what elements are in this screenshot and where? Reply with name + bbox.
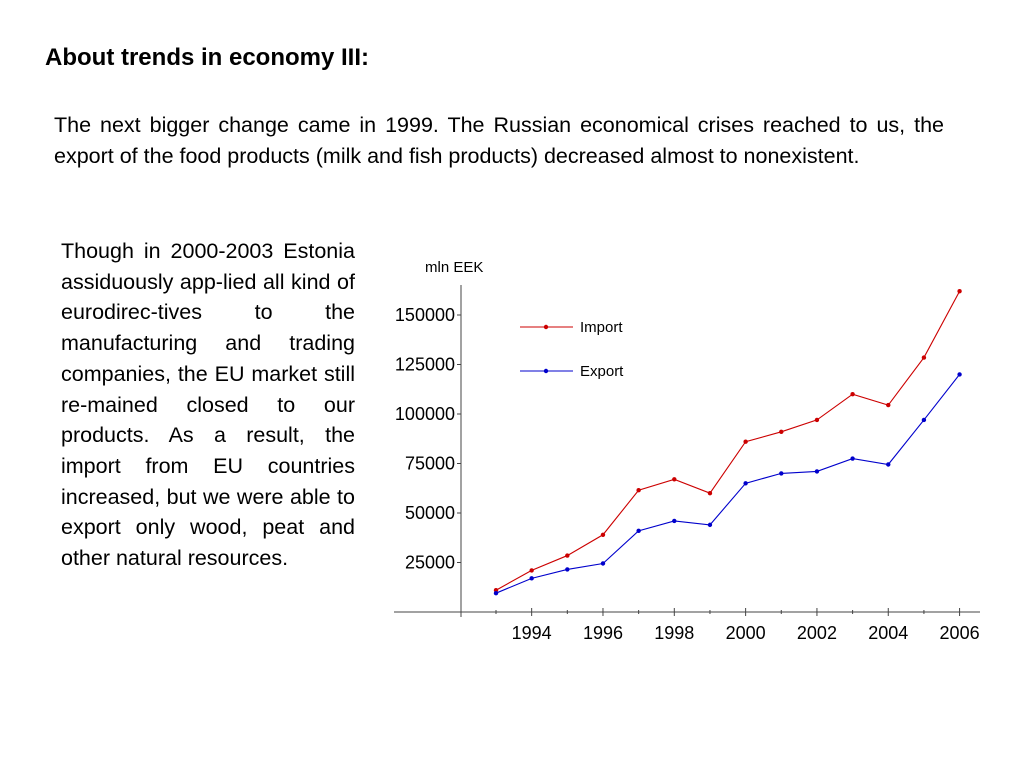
import-data-point [957, 289, 962, 294]
import-data-point [565, 553, 570, 558]
export-data-point [957, 372, 962, 377]
export-data-point [707, 522, 713, 528]
import-data-point [850, 392, 855, 397]
export-data-point [814, 469, 820, 474]
import-data-point [779, 429, 784, 435]
export-data-point [743, 481, 748, 486]
x-tick-label: 1998 [654, 623, 694, 643]
export-data-point [600, 561, 606, 566]
import-data-point [921, 355, 927, 360]
x-tick-label: 2002 [797, 623, 837, 643]
import-data-point [707, 491, 713, 496]
import-data-point [636, 488, 641, 493]
import-data-point [672, 477, 677, 482]
import-data-point [600, 532, 606, 537]
y-tick-label: 150000 [395, 305, 455, 325]
export-data-point [779, 471, 784, 476]
intro-paragraph: The next bigger change came in 1999. The… [54, 113, 944, 168]
export-legend-marker [543, 368, 549, 374]
y-axis-label: mln EEK [425, 259, 483, 276]
x-tick-label: 1994 [512, 623, 552, 643]
import-data-point [529, 568, 534, 573]
export-data-point [672, 518, 677, 524]
import-data-point [886, 402, 891, 408]
export-data-point [921, 417, 927, 423]
x-tick-label: 2006 [940, 623, 980, 643]
import-export-chart: mln EEK 25000 50000 75000 100000 125000 150000… [394, 259, 980, 643]
y-tick-label: 75000 [405, 454, 455, 474]
x-tick-label: 1996 [583, 623, 623, 643]
export-data-point [493, 590, 499, 596]
export-data-point [850, 456, 855, 461]
body-paragraph: Though in 2000-2003 Estonia assiduously … [61, 239, 355, 571]
import-data-point [814, 417, 820, 423]
x-tick-label: 2004 [868, 623, 908, 643]
export-data-point [636, 528, 641, 534]
export-legend-label: Export [580, 363, 624, 380]
x-tick-label: 2000 [726, 623, 766, 643]
y-tick-label: 100000 [395, 404, 455, 424]
export-data-point [565, 567, 570, 572]
y-tick-label: 50000 [405, 503, 455, 523]
import-legend-label: Import [580, 319, 623, 336]
slide-title: About trends in economy III: [45, 44, 370, 71]
export-data-point [886, 462, 891, 467]
y-tick-label: 25000 [405, 553, 455, 573]
export-data-point [529, 576, 534, 581]
y-tick-label: 125000 [395, 355, 455, 375]
import-series-line [495, 290, 961, 591]
import-data-point [743, 439, 748, 444]
import-legend-marker [543, 324, 549, 330]
export-series-line [495, 374, 961, 594]
